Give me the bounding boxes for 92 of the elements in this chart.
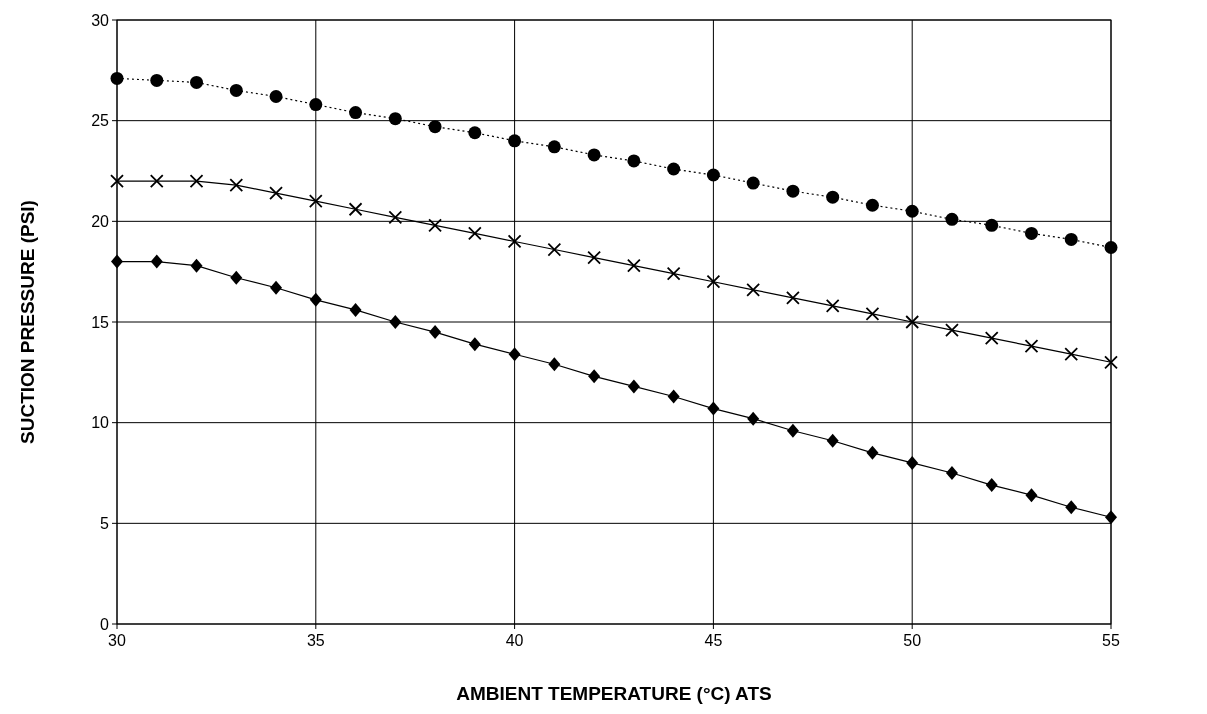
point: [587, 148, 601, 162]
point: [1024, 339, 1039, 354]
y-tick-label: 5: [100, 514, 110, 532]
point: [190, 258, 203, 273]
y-tick-label: 30: [91, 11, 110, 29]
point: [149, 174, 164, 188]
point: [1065, 500, 1078, 515]
point: [389, 315, 402, 329]
point: [945, 212, 959, 226]
point: [1064, 347, 1079, 362]
x-tick-label: 45: [704, 632, 723, 649]
point: [1104, 241, 1118, 255]
point: [229, 83, 243, 97]
point: [866, 445, 879, 460]
point: [627, 379, 640, 394]
point: [1024, 226, 1038, 240]
point: [269, 186, 283, 201]
point: [1064, 232, 1078, 246]
point: [349, 106, 363, 120]
point: [468, 126, 482, 140]
point: [667, 162, 681, 176]
point: [150, 254, 163, 269]
point: [905, 204, 919, 218]
point: [508, 347, 521, 362]
point: [110, 174, 124, 188]
point: [547, 242, 562, 257]
point: [826, 190, 840, 204]
point: [507, 234, 522, 249]
point: [111, 254, 123, 269]
point: [746, 282, 761, 297]
y-tick-label: 0: [100, 615, 110, 633]
point: [945, 323, 959, 337]
point: [666, 266, 681, 281]
x-axis-title: AMBIENT TEMPERATURE (°C) ATS: [456, 683, 772, 704]
point: [825, 298, 840, 313]
point: [428, 218, 442, 233]
point: [348, 202, 363, 217]
point: [150, 73, 164, 87]
point: [706, 168, 720, 182]
point: [468, 337, 481, 352]
point: [826, 433, 839, 448]
point: [588, 369, 601, 384]
point: [786, 290, 800, 305]
point: [270, 280, 283, 295]
point: [388, 112, 402, 126]
point: [190, 75, 204, 89]
point: [467, 226, 482, 241]
y-tick-label: 20: [91, 212, 110, 230]
point: [428, 120, 442, 134]
y-tick-label: 10: [91, 414, 110, 432]
point: [548, 357, 561, 372]
point: [429, 325, 442, 340]
point: [1025, 488, 1038, 503]
x-tick-label: 35: [306, 632, 325, 649]
point: [985, 478, 998, 493]
point: [945, 466, 958, 480]
point: [229, 178, 244, 192]
x-tick-label: 50: [903, 632, 922, 649]
x-tick-label: 40: [505, 632, 524, 649]
y-tick-label: 25: [91, 112, 110, 130]
point: [984, 331, 999, 346]
point: [269, 90, 283, 104]
point: [1105, 510, 1117, 525]
point: [349, 302, 362, 317]
point: [388, 210, 403, 225]
point: [865, 307, 880, 321]
y-tick-label: 15: [91, 313, 110, 331]
point: [110, 71, 124, 85]
x-tick-label: 55: [1102, 632, 1120, 649]
point: [627, 154, 641, 168]
point: [786, 184, 800, 198]
point: [865, 198, 879, 212]
point: [547, 140, 561, 154]
point: [308, 194, 323, 209]
point: [230, 270, 243, 285]
point: [626, 258, 641, 273]
point: [905, 315, 920, 329]
point: [747, 411, 760, 426]
point: [189, 174, 204, 188]
point: [707, 401, 720, 416]
point: [985, 218, 999, 232]
y-axis-title: SUCTION PRESSURE (PSI): [17, 200, 38, 444]
point: [667, 389, 680, 404]
point: [508, 134, 522, 148]
point: [309, 98, 323, 112]
point: [706, 274, 721, 289]
point: [786, 423, 799, 438]
point: [906, 455, 919, 470]
point: [309, 292, 322, 307]
point: [587, 250, 602, 265]
point: [746, 176, 760, 190]
point: [1104, 355, 1118, 370]
